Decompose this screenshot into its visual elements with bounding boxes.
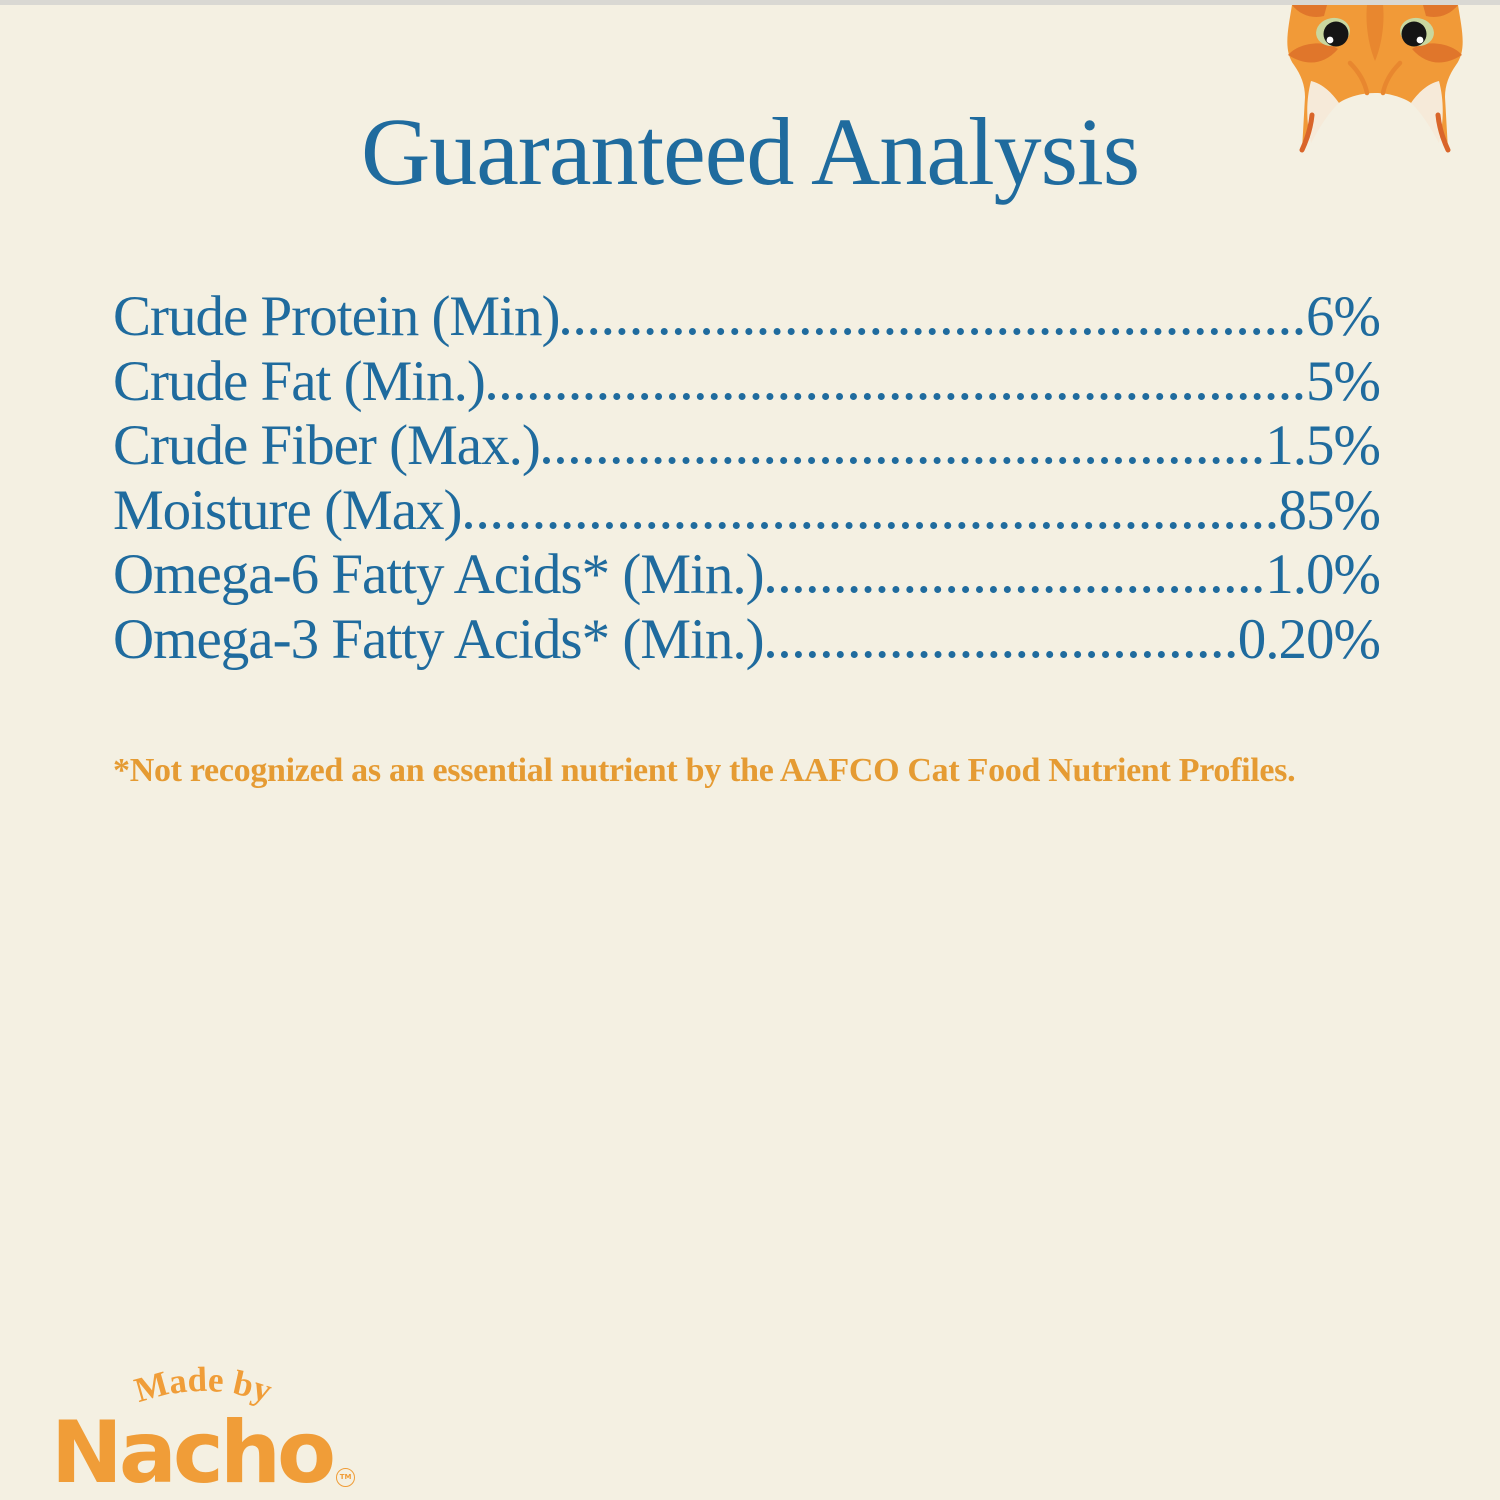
dot-leader — [766, 586, 1263, 593]
cat-face-icon — [1287, 5, 1463, 153]
nutrient-label: Crude Protein (Min) — [113, 285, 560, 348]
dot-leader — [464, 521, 1276, 529]
table-row: Crude Protein (Min) 6% — [113, 284, 1381, 349]
table-row: Moisture (Max) 85% — [113, 478, 1381, 543]
nutrient-value: 85% — [1278, 478, 1381, 542]
nutrient-value: 5% — [1306, 349, 1381, 413]
dot-leader — [487, 392, 1304, 400]
trademark-icon: TM — [336, 1467, 356, 1487]
dot-leader — [562, 328, 1304, 335]
dot-leader — [766, 650, 1235, 658]
dot-leader — [542, 457, 1263, 464]
table-row: Omega-3 Fatty Acids* (Min.) 0.20% — [113, 607, 1381, 672]
nutrient-value: 1.5% — [1265, 414, 1381, 477]
aafco-footnote: *Not recognized as an essential nutrient… — [113, 752, 1296, 789]
table-row: Crude Fat (Min.) 5% — [113, 349, 1381, 414]
nutrient-value: 1.0% — [1265, 543, 1381, 606]
nutrient-label: Moisture (Max) — [113, 478, 463, 542]
nutrient-label: Crude Fat (Min.) — [113, 349, 486, 413]
nutrient-label: Omega-6 Fatty Acids* (Min.) — [113, 543, 765, 606]
nutrient-label: Omega-3 Fatty Acids* (Min.) — [113, 607, 765, 671]
brand-tagline-arc: Made by — [130, 1362, 277, 1410]
made-by-nacho-logo: Made by Nacho TM — [38, 1362, 368, 1500]
table-row: Crude Fiber (Max.) 1.5% — [113, 413, 1381, 478]
table-row: Omega-6 Fatty Acids* (Min.) 1.0% — [113, 542, 1381, 607]
page-title: Guaranteed Analysis — [360, 98, 1140, 205]
nutrient-label: Crude Fiber (Max.) — [113, 414, 541, 477]
nutrient-value: 6% — [1306, 285, 1381, 348]
brand-name: Nacho — [50, 1403, 336, 1500]
guaranteed-analysis-table: Crude Protein (Min) 6% Crude Fat (Min.) … — [113, 284, 1381, 672]
nutrient-value: 0.20% — [1237, 607, 1381, 671]
top-edge-strip — [0, 0, 1500, 5]
